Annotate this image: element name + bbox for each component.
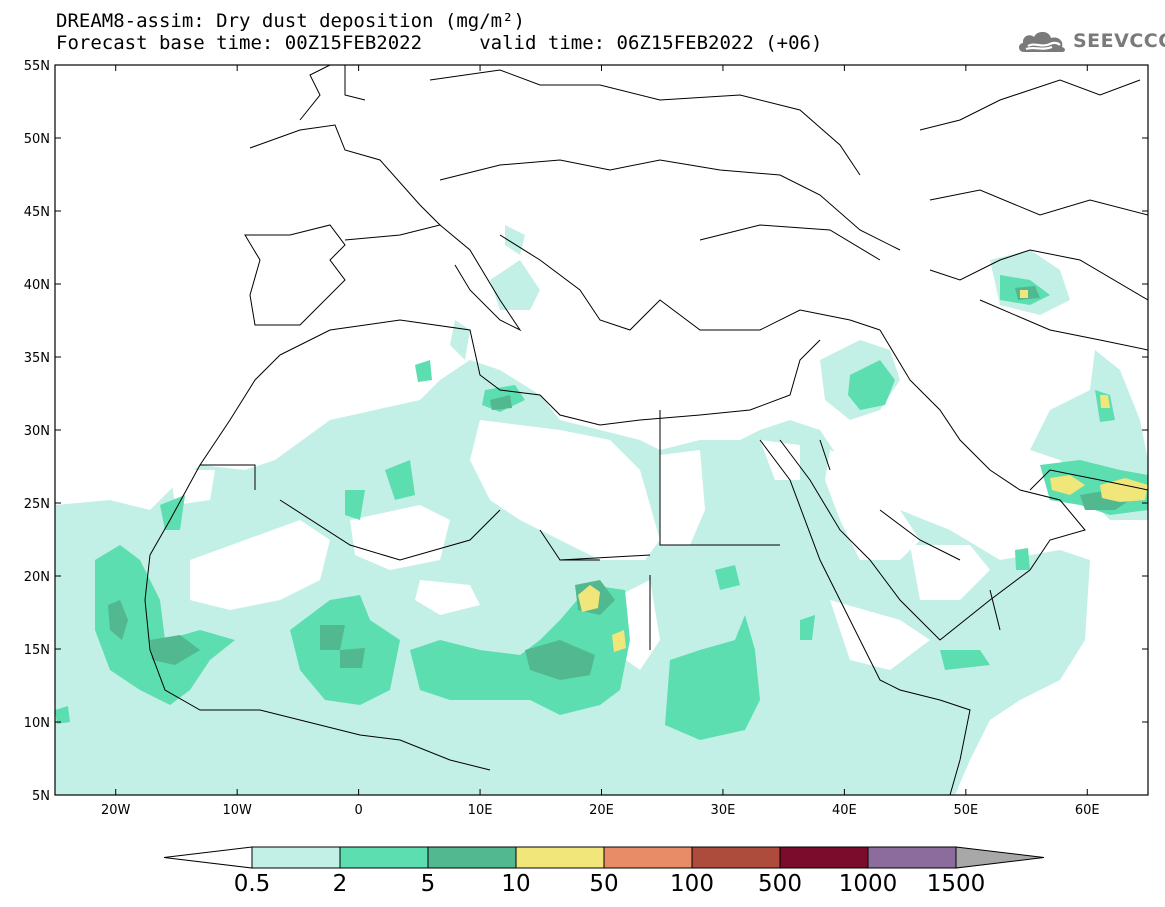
lat-tick-label: 10N: [24, 716, 50, 731]
legend-label: 1500: [927, 871, 986, 897]
lat-tick-label: 35N: [24, 351, 50, 366]
lon-tick-label: 20E: [589, 803, 614, 818]
legend-colorbar: 0.5 2 5 10 50 100 500 1000 1500: [163, 846, 1045, 897]
lon-tick-label: 0: [354, 803, 362, 818]
legend-swatch: [779, 846, 869, 869]
latitude-axis: 55N 50N 45N 40N 35N 30N 25N 20N 15N 10N 5N: [24, 59, 1148, 804]
legend-swatch: [867, 846, 957, 869]
legend-swatch: [339, 846, 429, 869]
logo-text: SEEVCCC: [1073, 30, 1165, 52]
coastlines-borders: [144, 65, 1148, 795]
legend-label: 0.5: [234, 871, 271, 897]
legend-over-triangle: [955, 846, 1045, 869]
lat-tick-label: 45N: [24, 205, 50, 220]
lon-tick-label: 10E: [468, 803, 493, 818]
lat-tick-label: 20N: [24, 570, 50, 585]
lon-tick-label: 40E: [832, 803, 857, 818]
title-line-1: DREAM8-assim: Dry dust deposition (mg/m²…: [56, 10, 525, 32]
legend-label: 1000: [839, 871, 898, 897]
lon-tick-label: 50E: [953, 803, 978, 818]
lat-tick-label: 30N: [24, 424, 50, 439]
lon-tick-label: 60E: [1075, 803, 1100, 818]
seevccc-logo: SEEVCCC: [1016, 26, 1165, 56]
lon-tick-label: 30E: [711, 803, 736, 818]
dust-level-4-area: [578, 290, 1148, 652]
title-line-2: Forecast base time: 00Z15FEB2022 valid t…: [56, 32, 823, 54]
legend-label: 10: [501, 871, 530, 897]
dust-free-area: [170, 420, 990, 670]
lat-tick-label: 25N: [24, 497, 50, 512]
legend-label: 5: [421, 871, 436, 897]
lon-tick-label: 10W: [222, 803, 252, 818]
legend-swatch: [515, 846, 605, 869]
longitude-axis: 20W 10W 0 10E 20E 30E 40E 50E 60E: [101, 65, 1100, 818]
legend-label: 2: [333, 871, 348, 897]
cloud-icon: [1018, 31, 1065, 52]
lat-tick-label: 15N: [24, 643, 50, 658]
dust-field: [55, 225, 1148, 795]
legend-label: 50: [589, 871, 618, 897]
lat-tick-label: 5N: [32, 789, 50, 804]
legend-swatch: [603, 846, 693, 869]
legend-under-triangle: [163, 846, 253, 869]
legend-swatch: [691, 846, 781, 869]
lat-tick-label: 50N: [24, 132, 50, 147]
legend-label: 500: [758, 871, 802, 897]
lat-tick-label: 40N: [24, 278, 50, 293]
lon-tick-label: 20W: [101, 803, 131, 818]
lat-tick-label: 55N: [24, 59, 50, 74]
legend-label: 100: [670, 871, 714, 897]
legend-swatch: [427, 846, 517, 869]
legend-swatch: [251, 846, 341, 869]
